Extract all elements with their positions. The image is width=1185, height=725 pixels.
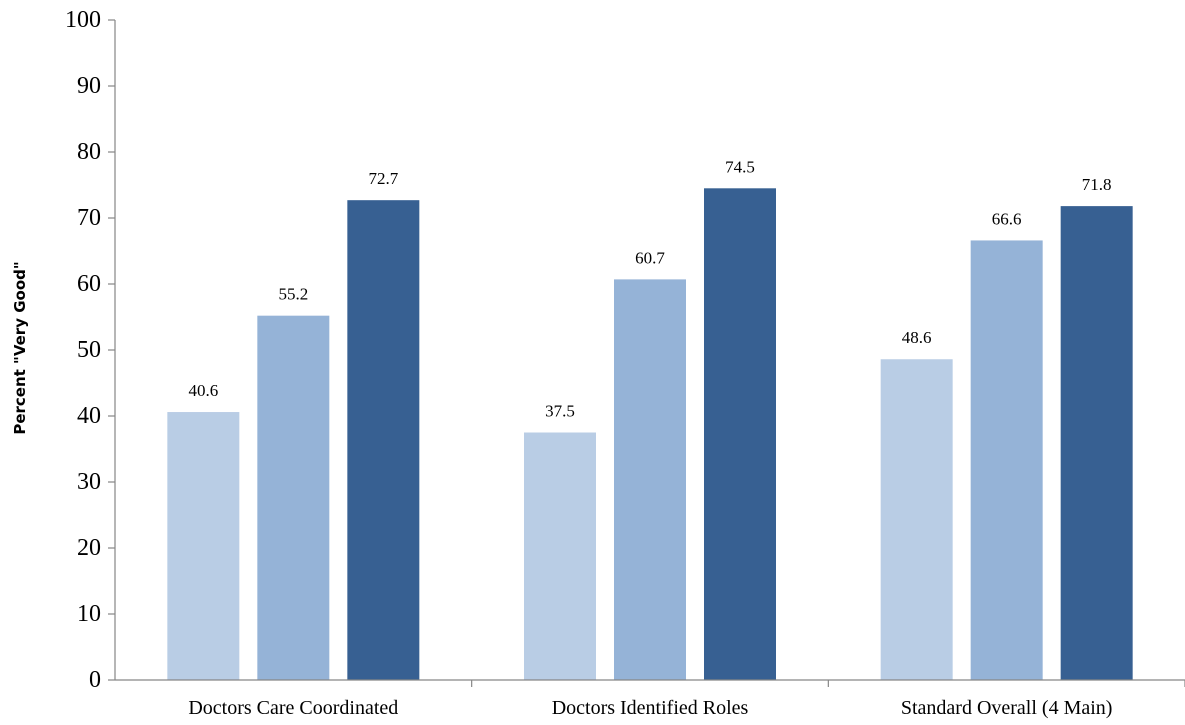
bar-value-label: 60.7 <box>635 248 665 267</box>
y-tick-label: 20 <box>77 535 101 561</box>
y-tick-label: 10 <box>77 601 101 627</box>
bar-value-label: 48.6 <box>902 328 932 347</box>
bar-value-label: 74.5 <box>725 157 755 176</box>
y-tick-label: 100 <box>65 7 101 33</box>
data-labels: 40.6 55.2 72.7 37.5 60.7 74.5 48.6 66.6 71.8 <box>188 157 1111 420</box>
category-labels: Doctors Care Coordinated Doctors Identifi… <box>188 680 1185 719</box>
bar-value-label: 66.6 <box>992 209 1022 228</box>
y-tick-label: 60 <box>77 271 101 297</box>
category-label: Standard Overall (4 Main) <box>901 697 1113 719</box>
y-axis-ticks: 0 10 20 30 40 50 60 70 80 90 100 <box>65 7 115 693</box>
bar <box>704 188 776 681</box>
y-tick-label: 70 <box>77 205 101 231</box>
bar-value-label: 55.2 <box>278 285 308 304</box>
bar <box>257 315 330 680</box>
bar-value-label: 72.7 <box>368 169 398 188</box>
bar-value-label: 71.8 <box>1082 175 1112 194</box>
y-tick-label: 90 <box>77 73 101 99</box>
bar <box>614 279 686 680</box>
bar <box>880 359 953 680</box>
bar-value-label: 40.6 <box>188 381 218 400</box>
bar-value-label: 37.5 <box>545 402 575 421</box>
y-tick-label: 0 <box>89 667 101 693</box>
bars <box>167 188 1133 681</box>
category-label: Doctors Care Coordinated <box>188 697 398 719</box>
bar <box>347 200 420 680</box>
y-axis-title: Percent "Very Good" <box>11 261 29 434</box>
y-tick-label: 30 <box>77 469 101 495</box>
category-label: Doctors Identified Roles <box>552 697 749 719</box>
bar <box>970 240 1043 680</box>
bar <box>1060 206 1133 680</box>
bar <box>524 432 596 680</box>
y-tick-label: 80 <box>77 139 101 165</box>
y-tick-label: 50 <box>77 337 101 363</box>
y-tick-label: 40 <box>77 403 101 429</box>
bar <box>167 412 240 680</box>
